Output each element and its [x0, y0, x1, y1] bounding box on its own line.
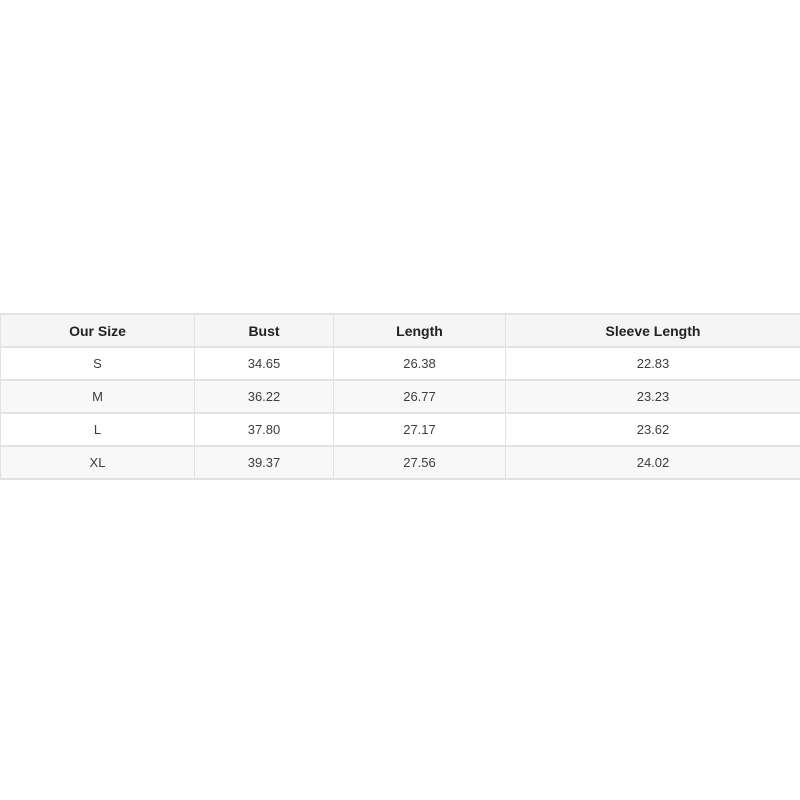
table-row-s: S 34.65 26.38 22.83 — [0, 346, 800, 381]
bust-cell: 36.22 — [194, 379, 334, 414]
sleeve-length-cell: 23.62 — [505, 412, 800, 447]
bust-cell: 37.80 — [194, 412, 334, 447]
header-cell-length: Length — [333, 313, 506, 348]
size-cell: M — [0, 379, 195, 414]
header-cell-our-size: Our Size — [0, 313, 195, 348]
sleeve-length-cell: 24.02 — [505, 445, 800, 480]
size-cell: XL — [0, 445, 195, 480]
size-cell: S — [0, 346, 195, 381]
sleeve-length-cell: 22.83 — [505, 346, 800, 381]
bust-cell: 34.65 — [194, 346, 334, 381]
bust-cell: 39.37 — [194, 445, 334, 480]
header-cell-bust: Bust — [194, 313, 334, 348]
size-cell: L — [0, 412, 195, 447]
header-cell-sleeve-length: Sleeve Length — [505, 313, 800, 348]
header-row: Our Size Bust Length Sleeve Length — [0, 313, 800, 348]
length-cell: 27.56 — [333, 445, 506, 480]
length-cell: 26.77 — [333, 379, 506, 414]
table-row-l: L 37.80 27.17 23.62 — [0, 412, 800, 447]
length-cell: 26.38 — [333, 346, 506, 381]
table-row-m: M 36.22 26.77 23.23 — [0, 379, 800, 414]
length-cell: 27.17 — [333, 412, 506, 447]
table-row-xl: XL 39.37 27.56 24.02 — [0, 445, 800, 480]
sleeve-length-cell: 23.23 — [505, 379, 800, 414]
size-chart-table: Our Size Bust Length Sleeve Length S 34.… — [0, 313, 800, 480]
